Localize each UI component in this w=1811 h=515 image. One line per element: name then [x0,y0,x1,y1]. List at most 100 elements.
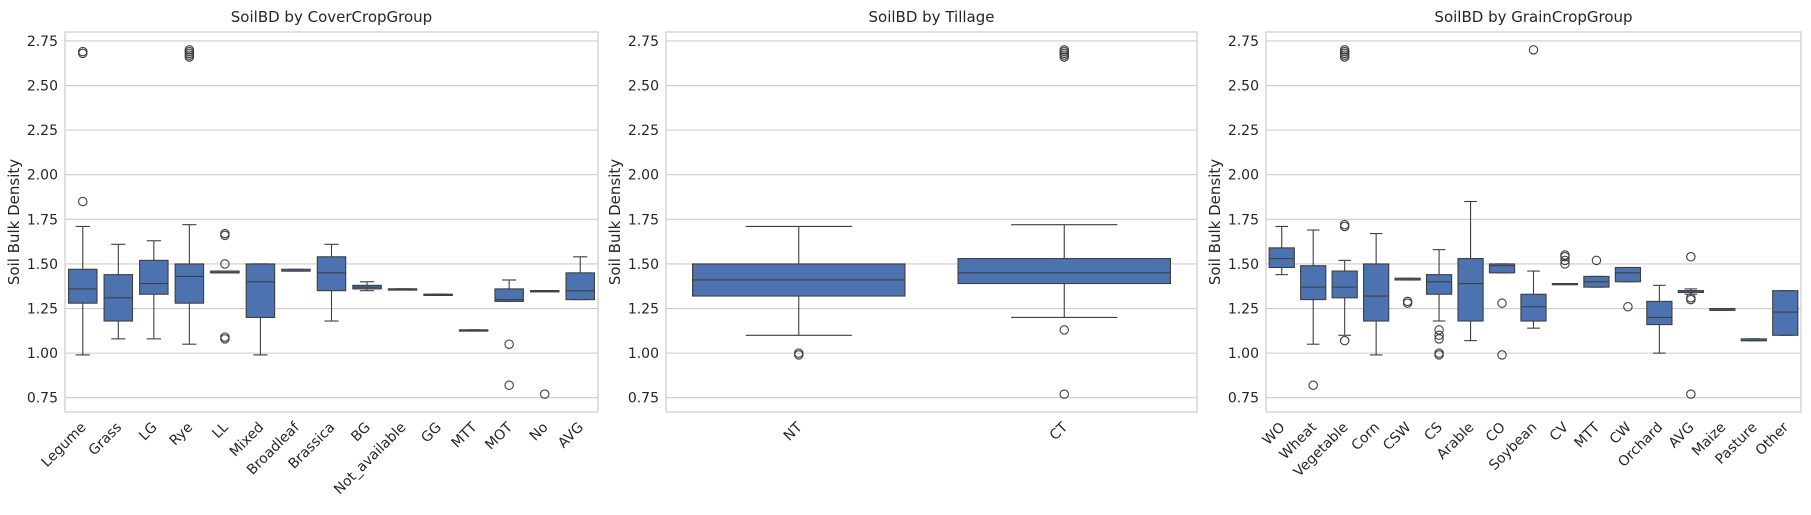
box-maize [1709,307,1736,311]
x-tick-label: Grass [86,420,125,459]
outlier-point [220,332,230,342]
box-pasture [1740,338,1767,342]
y-tick-label: 2.25 [628,123,659,139]
box-gg [423,293,453,297]
outlier-point [539,389,550,399]
y-tick-label: 2.00 [628,168,659,184]
box-soybean [1520,45,1547,329]
y-tick-labels: 0.75 1.00 1.25 1.50 1.75 2.00 2.25 2.50 2.75 [1228,34,1259,407]
y-tick-label: 2.50 [1228,79,1259,95]
x-tick-label: BG [348,420,374,446]
x-tick-label: CO [1483,420,1509,446]
box-iqr [1425,274,1453,295]
y-tick-label: 2.75 [1228,34,1259,50]
grid-lines [666,40,1197,399]
box-iqr [1363,263,1390,322]
x-tick-label: Other [1753,419,1793,459]
y-tick-label: 1.50 [628,257,659,273]
box-rye [174,45,205,345]
outlier-point [504,339,514,349]
outlier-point [1686,252,1696,262]
y-axis-label: Soil Bulk Density [1206,159,1224,285]
outlier-point [184,45,195,55]
box-legume [68,46,98,356]
outlier-point [1339,219,1350,230]
plot-frame [1265,31,1802,413]
outlier-point [1308,380,1318,390]
x-tick-label: MTT [1571,419,1603,451]
y-tick-label: 1.75 [1228,212,1259,228]
box-iqr [565,272,595,301]
panel-title: SoilBD by GrainCropGroup [1434,8,1632,26]
box-cs [1425,249,1453,360]
x-tick-label: MTT [449,419,481,451]
y-tick-label: 1.00 [628,346,659,362]
x-tick-label: AVG [555,420,587,452]
x-tick-label: LG [136,420,161,445]
y-tick-label: 2.75 [628,34,659,50]
outlier-point [1059,389,1070,399]
outlier-point [1402,296,1413,307]
box-iqr [1488,263,1516,274]
y-tick-label: 2.75 [27,34,58,50]
panel-title: SoilBD by Tillage [869,8,995,26]
outlier-point [1560,255,1570,266]
y-tick-label: 1.25 [628,302,659,318]
box-iqr [1268,247,1295,269]
x-tick-label: GG [418,420,445,447]
box-series [691,45,1171,399]
x-tick-label: Legume [39,420,90,471]
outlier-point [1560,250,1570,260]
x-tick-label: NT [781,419,806,444]
box-other [1772,290,1799,336]
panel-graincropgroup: SoilBD by GrainCropGroup Soil Bulk Densi… [1206,8,1802,480]
y-tick-label: 1.00 [1228,346,1259,362]
outlier-point [1059,325,1070,335]
box-brassica [316,243,347,322]
box-iqr [139,259,169,295]
grid-lines [1266,40,1801,399]
y-tick-label: 1.25 [1228,302,1259,318]
box-co [1488,263,1516,360]
box-broadleaf [281,268,311,272]
y-axis-label: Soil Bulk Density [606,159,624,285]
box-vegetable [1331,45,1358,346]
outlier-point [1434,330,1444,341]
outlier-point [78,196,88,207]
plot-frame [64,31,599,413]
outlier-point [504,380,514,390]
panel-title: SoilBD by CoverCropGroup [231,8,432,26]
box-mtt [1583,255,1610,288]
box-nt [691,225,906,360]
x-tick-label: No [527,420,552,445]
y-tick-label: 2.00 [27,168,58,184]
box-iqr [1331,270,1358,299]
grid-lines [65,40,598,399]
box-iqr [957,258,1171,285]
panel-covercropgroup: SoilBD by CoverCropGroup Soil Bulk Densi… [5,8,599,498]
outlier-point [220,228,230,239]
x-tick-label: CV [1547,419,1572,444]
box-bg [352,281,382,292]
outlier-point [220,259,230,269]
outlier-point [1591,255,1602,266]
box-wheat [1300,229,1327,390]
box-iqr [1772,290,1799,336]
box-not-available [387,288,418,291]
box-series [68,45,595,399]
outlier-point [1339,335,1350,346]
box-ll [210,228,240,344]
box-avg [565,256,595,301]
box-mtt [458,329,489,332]
box-iqr [1300,265,1327,301]
y-tick-label: 1.00 [27,346,58,362]
box-arable [1457,200,1484,342]
plot-frame [665,31,1198,413]
box-mot [494,279,524,390]
box-corn [1363,233,1390,356]
box-orchard [1646,284,1673,354]
box-iqr [1520,293,1547,322]
box-ct [957,45,1171,399]
